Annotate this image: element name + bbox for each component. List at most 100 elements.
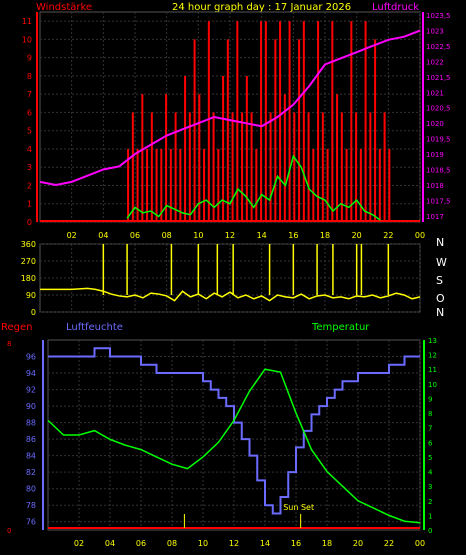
- y-tick-label: 78: [26, 501, 36, 510]
- wind-bar: [184, 75, 187, 222]
- y2-tick-label: 9: [428, 395, 432, 403]
- x-tick-label: 20: [352, 231, 362, 240]
- wind-bar: [150, 112, 153, 222]
- x-tick-label: 10: [198, 539, 208, 548]
- wind-bar: [355, 112, 358, 222]
- x-tick-label: 18: [322, 539, 332, 548]
- y2-tick-label: 1021,5: [426, 74, 451, 82]
- y2-tick-label: 0: [428, 527, 432, 535]
- gust-line: [126, 154, 381, 221]
- x-tick-label: 22: [384, 539, 394, 548]
- chart-title: 24 hour graph day : 17 Januar 2026: [172, 2, 351, 13]
- y-tick-label: 82: [26, 468, 36, 477]
- wind-bar: [193, 39, 196, 223]
- wind-bar: [255, 148, 258, 222]
- wind-bar: [250, 112, 253, 222]
- x-tick-label: 16: [288, 231, 298, 240]
- wind-bar: [388, 148, 391, 222]
- y2-tick-label: 1019,5: [426, 136, 451, 144]
- y-tick-label: 3: [27, 163, 32, 172]
- y2-tick-label: 1020,5: [426, 105, 451, 113]
- rain-axis-max: 8: [7, 340, 11, 348]
- wind-bar: [350, 21, 353, 223]
- wind-bar: [336, 94, 339, 222]
- y2-tick-label: 1020: [426, 120, 444, 128]
- y2-tick-label: 1023: [426, 28, 444, 36]
- pressure-line: [39, 29, 421, 186]
- wind-bar: [359, 148, 362, 222]
- y2-tick-label: 4: [428, 469, 433, 477]
- wind-bar: [269, 112, 272, 222]
- y-tick-label: 84: [26, 452, 36, 461]
- wind-bar: [283, 94, 286, 222]
- wind-bar: [155, 148, 158, 222]
- x-tick-label: 20: [353, 539, 363, 548]
- y2-tick-label: 3: [428, 483, 432, 491]
- wind-pressure-panel: 02 04 06 08 10 12 14 16 18 20 22 000123456789101110…: [22, 11, 451, 240]
- y-tick-label: 270: [21, 257, 36, 266]
- rain-axis-min: 0: [7, 527, 11, 535]
- x-tick-label: 06: [136, 539, 146, 548]
- y-tick-label: 0: [31, 308, 36, 317]
- y-tick-label: 7: [27, 90, 32, 99]
- wind-bar: [293, 112, 296, 222]
- plot-area: [47, 339, 421, 531]
- y-tick-label: 90: [26, 291, 36, 300]
- y2-tick-label: 13: [428, 337, 437, 345]
- x-tick-label: 10: [193, 231, 203, 240]
- wind-bar: [326, 148, 329, 222]
- wind-bar: [127, 148, 130, 222]
- wind-bar: [331, 21, 334, 223]
- y2-tick-label: 5: [428, 454, 432, 462]
- compass-label: N: [436, 306, 444, 319]
- compass-label: N: [436, 236, 444, 249]
- y2-tick-label: 1018: [426, 182, 444, 190]
- y2-tick-label: 7: [428, 425, 432, 433]
- y-tick-label: 5: [27, 127, 32, 136]
- direction-line: [40, 287, 421, 302]
- x-tick-label: 14: [257, 231, 267, 240]
- y-tick-label: 96: [26, 353, 36, 362]
- wind-bar: [207, 21, 210, 223]
- x-tick-label: 18: [320, 231, 330, 240]
- wind-bar: [165, 94, 168, 222]
- y-tick-label: 360: [21, 240, 36, 249]
- wind-bar: [302, 21, 305, 223]
- wind-bar: [312, 148, 315, 222]
- y-tick-label: 0: [27, 218, 32, 227]
- wind-bar: [274, 39, 277, 223]
- y2-tick-label: 1017,5: [426, 197, 451, 205]
- y-tick-label: 92: [26, 386, 36, 395]
- y-tick-label: 88: [26, 419, 36, 428]
- wind-bar: [369, 112, 372, 222]
- y-tick-label: 9: [27, 54, 32, 63]
- x-tick-label: 14: [260, 539, 270, 548]
- wind-bar: [345, 148, 348, 222]
- y-tick-label: 90: [26, 402, 36, 411]
- x-tick-label: 04: [105, 539, 115, 548]
- rain-label: Regen: [1, 322, 33, 333]
- wind-bar: [307, 112, 310, 222]
- wind-bar: [383, 112, 386, 222]
- y2-tick-label: 1019: [426, 151, 444, 159]
- wind-bar: [245, 75, 248, 222]
- y-tick-label: 11: [22, 17, 32, 26]
- x-tick-label: 00: [415, 231, 425, 240]
- wind-bar: [241, 112, 244, 222]
- temperature-label: Temperatur: [311, 322, 370, 333]
- y2-tick-label: 1022: [426, 58, 444, 66]
- wind-bar: [141, 94, 144, 222]
- x-tick-label: 08: [162, 231, 172, 240]
- x-tick-label: 12: [225, 231, 235, 240]
- x-tick-label: 06: [130, 231, 140, 240]
- x-tick-label: 08: [167, 539, 177, 548]
- wind-bar: [317, 21, 320, 223]
- y-tick-label: 4: [27, 145, 32, 154]
- wind-bar: [279, 21, 282, 223]
- wind-bar: [222, 75, 225, 222]
- humidity-label: Luftfeuchte: [66, 322, 123, 333]
- y2-tick-label: 1022,5: [426, 43, 451, 51]
- y2-tick-label: 1: [428, 512, 432, 520]
